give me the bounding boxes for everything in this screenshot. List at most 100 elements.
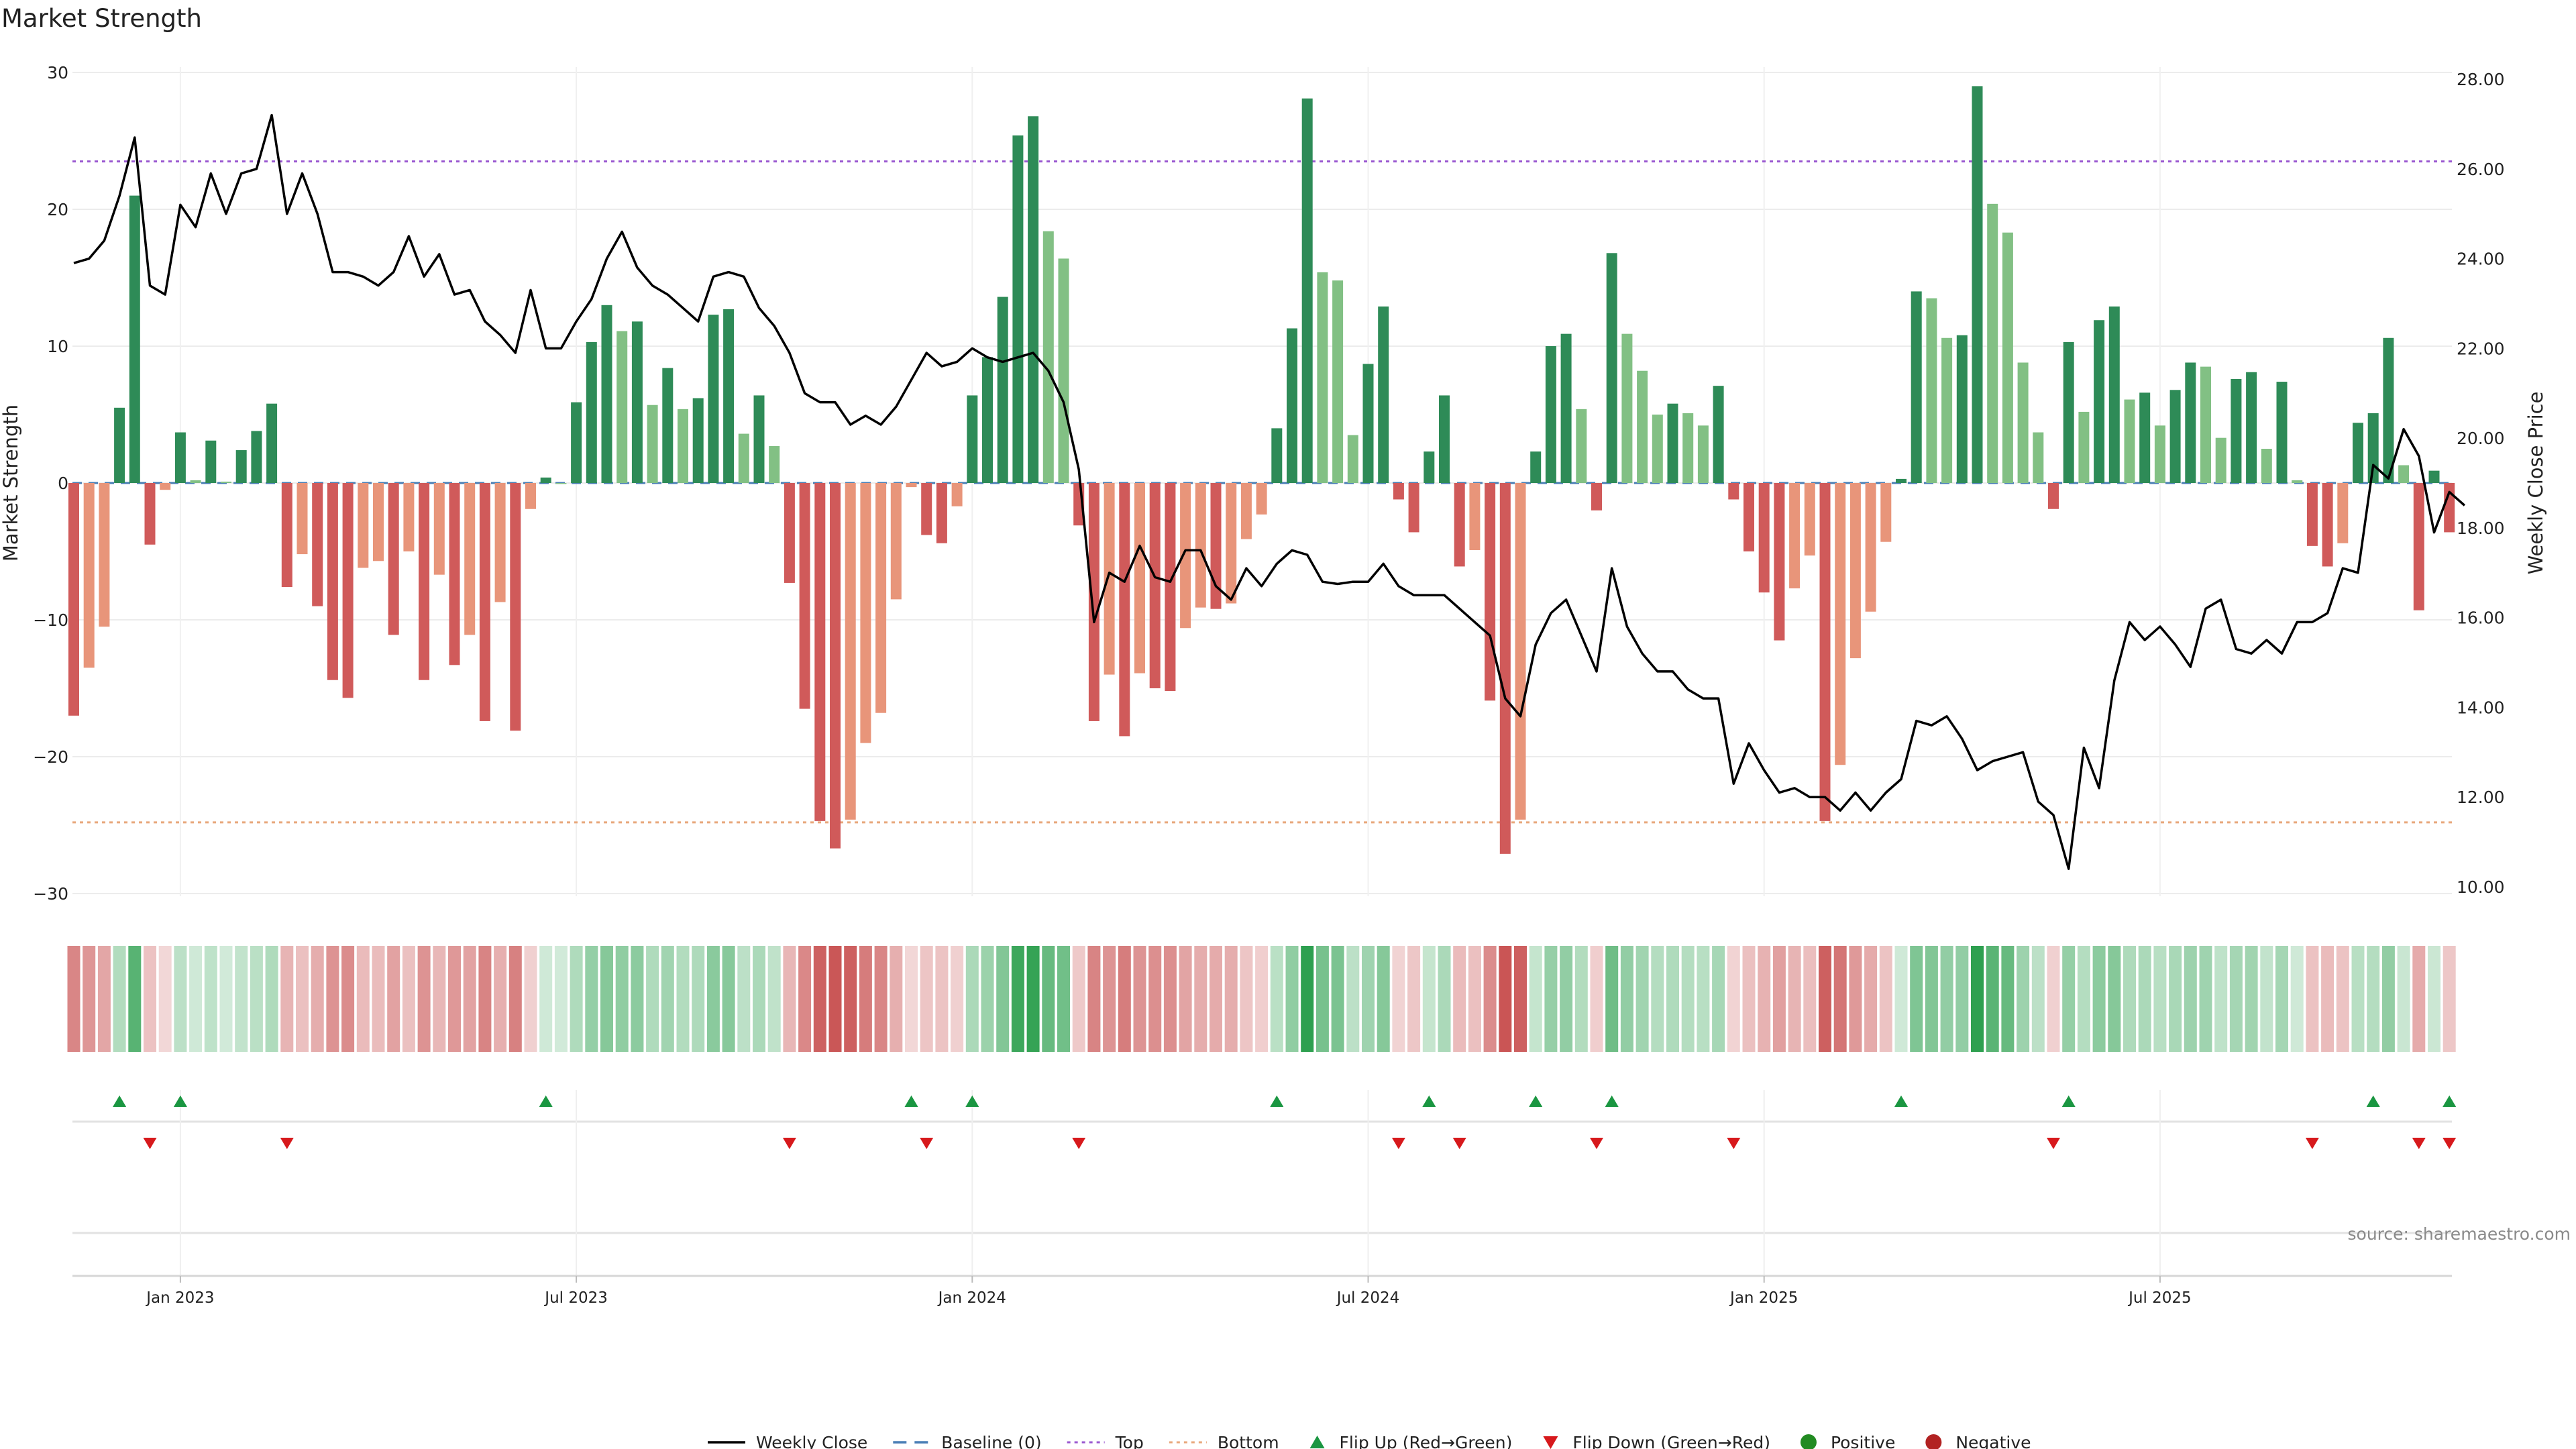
heat-cell <box>1910 946 1923 1052</box>
date-tick-label: Jan 2023 <box>145 1289 214 1307</box>
strength-bar <box>160 483 171 490</box>
heat-cell <box>1681 946 1695 1052</box>
y-axis-left-title: Market Strength <box>0 405 22 561</box>
strength-bar <box>1865 483 1876 612</box>
heat-cell <box>1346 946 1360 1052</box>
y-tick-right: 22.00 <box>2457 339 2505 358</box>
strength-bar <box>540 477 551 483</box>
strength-bar <box>327 483 338 680</box>
heat-cell <box>1194 946 1208 1052</box>
weekly-close-line <box>73 113 2466 870</box>
heat-cell <box>2245 946 2258 1052</box>
heat-cell <box>859 946 872 1052</box>
legend-label: Top <box>1115 1433 1144 1449</box>
strength-bar <box>479 483 490 721</box>
strength-bar <box>2353 423 2363 483</box>
strength-bar <box>1424 451 1435 483</box>
strength-bar <box>647 405 658 483</box>
strength-bar <box>83 483 95 668</box>
heat-cell <box>2108 946 2121 1052</box>
heat-cell <box>2412 946 2426 1052</box>
flip-up-marker <box>1270 1095 1284 1107</box>
heat-cell <box>1163 946 1177 1052</box>
heat-cell <box>2047 946 2060 1052</box>
heat-cell <box>965 946 979 1052</box>
heat-cell <box>174 946 187 1052</box>
legend-label: Positive <box>1831 1433 1895 1449</box>
heat-cell <box>1072 946 1085 1052</box>
strength-bar <box>1028 116 1039 483</box>
strength-bar <box>769 445 780 483</box>
heat-cell <box>2017 946 2030 1052</box>
heat-cell <box>1712 946 1725 1052</box>
strength-bar <box>906 483 917 488</box>
strength-bar <box>875 483 887 713</box>
weekly-close-line-group <box>73 113 2466 870</box>
strength-bar <box>494 483 506 602</box>
legend-item: Bottom <box>1169 1433 1279 1449</box>
strength-bar <box>433 483 445 575</box>
y-tick-right: 14.00 <box>2457 698 2505 717</box>
strength-bar <box>1606 253 1617 483</box>
flip-down-marker <box>1072 1138 1086 1149</box>
strength-bar <box>692 398 704 483</box>
heat-cell <box>692 946 705 1052</box>
y-tick-left: 0 <box>58 474 68 493</box>
strength-bar <box>1926 298 1937 483</box>
heat-cell <box>2184 946 2197 1052</box>
strength-bar <box>1880 483 1892 542</box>
heat-cell <box>204 946 217 1052</box>
strength-bar <box>1956 335 1968 483</box>
heat-cell <box>1422 946 1436 1052</box>
flip-down-marker <box>1391 1138 1405 1149</box>
heat-cell <box>2306 946 2319 1052</box>
strength-bar <box>1378 306 1389 483</box>
y-tick-left: −10 <box>33 610 68 630</box>
strength-bar <box>2200 366 2211 483</box>
flip-up-marker <box>1894 1095 1908 1107</box>
flip-up-marker <box>1422 1095 1436 1107</box>
heat-cell <box>113 946 126 1052</box>
strength-bar <box>860 483 871 743</box>
strength-bar <box>678 409 688 483</box>
heat-cell <box>448 946 461 1052</box>
y-tick-right: 24.00 <box>2457 250 2505 269</box>
date-tick-label: Jul 2024 <box>1336 1289 1400 1307</box>
heat-cell <box>1803 946 1817 1052</box>
legend-swatch-positive <box>1800 1434 1817 1449</box>
legend-item: Baseline (0) <box>893 1433 1042 1449</box>
heat-cell <box>2336 946 2349 1052</box>
heat-cell <box>1833 946 1847 1052</box>
strength-bar <box>403 483 415 551</box>
heat-cell <box>1240 946 1253 1052</box>
strength-bar <box>99 483 110 627</box>
strength-bar <box>951 483 963 506</box>
strength-bar <box>190 480 201 483</box>
heat-cell <box>1057 946 1070 1052</box>
heat-cell <box>1468 946 1481 1052</box>
y-tick-right: 12.00 <box>2457 788 2505 807</box>
heat-cell <box>2138 946 2151 1052</box>
heat-cell <box>981 946 994 1052</box>
date-tick-label: Jan 2025 <box>1729 1289 1798 1307</box>
strength-bar <box>1530 451 1542 483</box>
strength-bar <box>586 341 597 483</box>
strength-bar <box>2337 483 2349 543</box>
strength-bar <box>1332 280 1344 483</box>
strength-bar <box>738 433 749 483</box>
heat-cell <box>97 946 111 1052</box>
strength-bar <box>1149 483 1161 688</box>
heat-cell <box>554 946 568 1052</box>
heat-cell <box>2062 946 2076 1052</box>
heat-cell <box>1301 946 1314 1052</box>
heat-cell <box>1514 946 1527 1052</box>
strength-bar <box>388 483 399 635</box>
flip-down-marker <box>143 1138 157 1149</box>
heat-cell <box>402 946 415 1052</box>
strength-bar <box>2428 470 2440 483</box>
strength-bar <box>1287 328 1297 483</box>
strength-bar <box>2276 382 2288 483</box>
strength-bar <box>144 483 156 545</box>
flip-down-marker <box>2443 1138 2457 1149</box>
heat-cell <box>1560 946 1573 1052</box>
